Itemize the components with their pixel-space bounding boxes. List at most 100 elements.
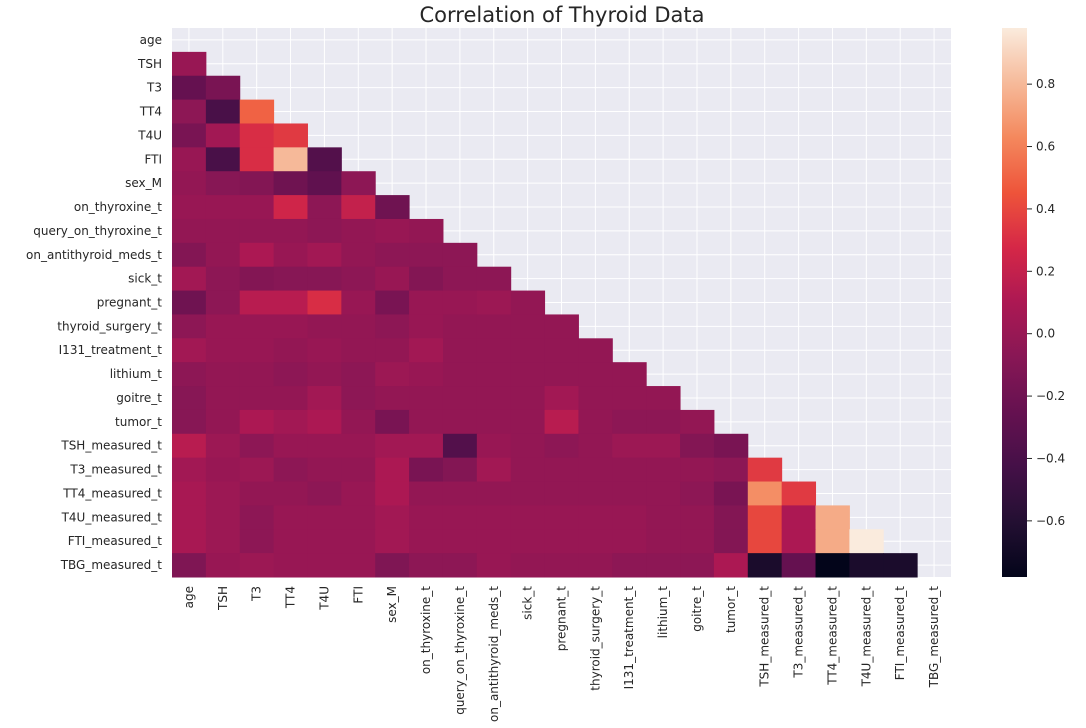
heatmap-cell <box>409 481 444 506</box>
x-tick-label: T3 <box>250 586 264 602</box>
y-tick-label: on_thyroxine_t <box>74 200 162 214</box>
heatmap-cell <box>341 171 376 196</box>
heatmap-cell <box>273 147 308 172</box>
heatmap-cell <box>172 147 207 172</box>
y-tick-label: FTI_measured_t <box>68 534 163 548</box>
y-tick-label: TSH <box>137 57 162 71</box>
y-tick-label: goitre_t <box>116 391 162 405</box>
heatmap-cell <box>375 553 410 578</box>
x-tick-label: TT4_measured_t <box>825 586 839 686</box>
y-tick-label: FTI <box>144 152 162 166</box>
y-tick-label: sick_t <box>128 272 162 286</box>
heatmap-cell <box>849 529 884 554</box>
heatmap-cell <box>172 195 207 220</box>
heatmap-cell <box>273 457 308 483</box>
heatmap-cell <box>172 529 207 554</box>
heatmap-cell <box>239 409 275 435</box>
y-tick-label: I131_treatment_t <box>59 343 163 357</box>
heatmap-cell <box>341 338 376 363</box>
x-tick-label: age <box>182 586 196 608</box>
heatmap-cell <box>239 481 275 506</box>
heatmap-cell <box>713 433 749 459</box>
heatmap-cell <box>375 505 410 530</box>
heatmap-cell <box>442 290 478 315</box>
heatmap-cell <box>239 290 275 315</box>
heatmap-cell <box>375 481 410 506</box>
heatmap-cell <box>612 529 647 554</box>
colorbar-tick-label: 0.8 <box>1036 77 1055 91</box>
heatmap-cell <box>747 505 783 530</box>
heatmap-cell <box>442 242 478 268</box>
heatmap-cell <box>307 218 342 244</box>
x-tick-label: sick_t <box>521 586 535 620</box>
heatmap-cell <box>172 314 207 339</box>
heatmap-cell <box>307 314 342 339</box>
heatmap-cell <box>442 457 478 483</box>
heatmap-cell <box>442 433 478 459</box>
heatmap-cell <box>815 505 850 530</box>
y-tick-label: query_on_thyroxine_t <box>33 224 162 238</box>
y-tick-label: lithium_t <box>110 367 163 381</box>
heatmap-cell <box>375 457 410 483</box>
heatmap-cell <box>680 481 715 506</box>
heatmap-cell <box>442 553 478 578</box>
y-tick-label: TT4 <box>139 105 162 119</box>
heatmap-cell <box>172 457 207 483</box>
heatmap-cell <box>205 123 241 148</box>
heatmap-cell <box>409 218 444 244</box>
heatmap-cell <box>612 362 647 387</box>
heatmap-cell <box>205 433 241 459</box>
heatmap-cell <box>307 266 342 292</box>
heatmap-cell <box>172 75 207 101</box>
heatmap-cell <box>442 338 478 363</box>
x-tick-labels: age TSH T3 TT4 T4U FTI sex_M on_thyroxine_t quer… <box>182 586 941 722</box>
heatmap-cell <box>578 386 613 411</box>
heatmap-cell <box>307 553 342 578</box>
heatmap-cell <box>205 386 241 411</box>
heatmap-cell <box>172 99 207 124</box>
heatmap-cell <box>307 338 342 363</box>
colorbar <box>1002 28 1027 577</box>
heatmap-cell <box>442 266 478 292</box>
heatmap-cell <box>172 242 207 268</box>
y-tick-label: on_antithyroid_meds_t <box>26 248 162 262</box>
heatmap-cell <box>680 433 715 459</box>
heatmap-cell <box>307 242 342 268</box>
x-tick-label: TBG_measured_t <box>927 586 941 689</box>
heatmap-cell <box>510 409 546 435</box>
heatmap-cell <box>781 529 817 554</box>
heatmap-cell <box>442 409 478 435</box>
heatmap-cell <box>205 457 241 483</box>
heatmap-cell <box>544 529 579 554</box>
colorbar-tick-label: 0.2 <box>1036 264 1055 278</box>
heatmap-cell <box>578 362 613 387</box>
heatmap-cell <box>341 457 376 483</box>
heatmap-cell <box>578 481 613 506</box>
heatmap-cell <box>713 457 749 483</box>
heatmap-cell <box>476 481 512 506</box>
colorbar-ticks: 0.8 0.6 0.4 0.2 0.0 −0.2 −0.4 −0.6 <box>1027 77 1065 528</box>
heatmap-cell <box>239 314 275 339</box>
heatmap-cell <box>375 195 410 220</box>
colorbar-tick-label: −0.4 <box>1036 451 1065 465</box>
heatmap-cell <box>442 362 478 387</box>
heatmap-cell <box>409 314 444 339</box>
heatmap-cell <box>578 529 613 554</box>
heatmap-cell <box>239 338 275 363</box>
heatmap-cell <box>409 362 444 387</box>
heatmap-cell <box>510 505 546 530</box>
heatmap-cell <box>612 481 647 506</box>
heatmap-cell <box>713 553 749 578</box>
heatmap-cell <box>205 147 241 172</box>
colorbar-tick-label: 0.0 <box>1036 327 1055 341</box>
heatmap-cell <box>172 433 207 459</box>
heatmap-cell <box>747 529 783 554</box>
heatmap-cell <box>205 242 241 268</box>
heatmap-cell <box>612 433 647 459</box>
heatmap-cell <box>205 409 241 435</box>
x-tick-label: query_on_thyroxine_t <box>453 586 467 715</box>
heatmap-cell <box>273 529 308 554</box>
heatmap-cell <box>375 218 410 244</box>
heatmap-cell <box>510 481 546 506</box>
heatmap-cell <box>646 553 681 578</box>
